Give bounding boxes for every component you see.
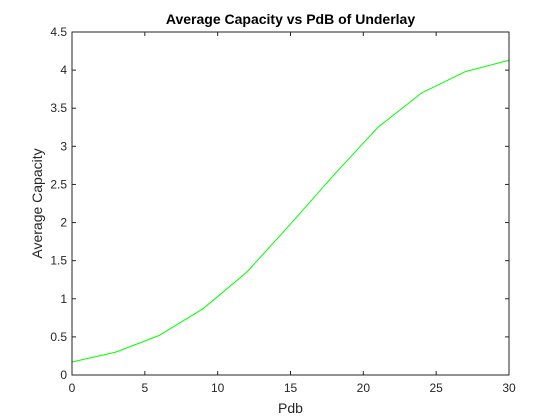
x-axis-label: Pdb xyxy=(278,400,303,416)
y-axis-label: Average Capacity xyxy=(29,148,45,258)
x-tick-label: 0 xyxy=(69,381,76,395)
y-tick-label: 0 xyxy=(60,368,67,382)
y-tick-label: 4 xyxy=(60,63,67,77)
x-tick-label: 30 xyxy=(502,381,516,395)
plot-area xyxy=(72,32,509,375)
x-tick-label: 5 xyxy=(141,381,148,395)
y-tick-label: 1.5 xyxy=(50,254,67,268)
y-tick-label: 0.5 xyxy=(50,330,67,344)
x-tick-label: 20 xyxy=(357,381,371,395)
y-tick-label: 3.5 xyxy=(50,101,67,115)
y-tick-label: 4.5 xyxy=(50,25,67,39)
chart-title: Average Capacity vs PdB of Underlay xyxy=(166,11,415,27)
y-tick-label: 3 xyxy=(60,139,67,153)
x-tick-label: 10 xyxy=(211,381,225,395)
y-tick-label: 1 xyxy=(60,292,67,306)
y-tick-label: 2.5 xyxy=(50,177,67,191)
x-tick-label: 25 xyxy=(429,381,443,395)
x-tick-label: 15 xyxy=(284,381,298,395)
y-tick-label: 2 xyxy=(60,216,67,230)
